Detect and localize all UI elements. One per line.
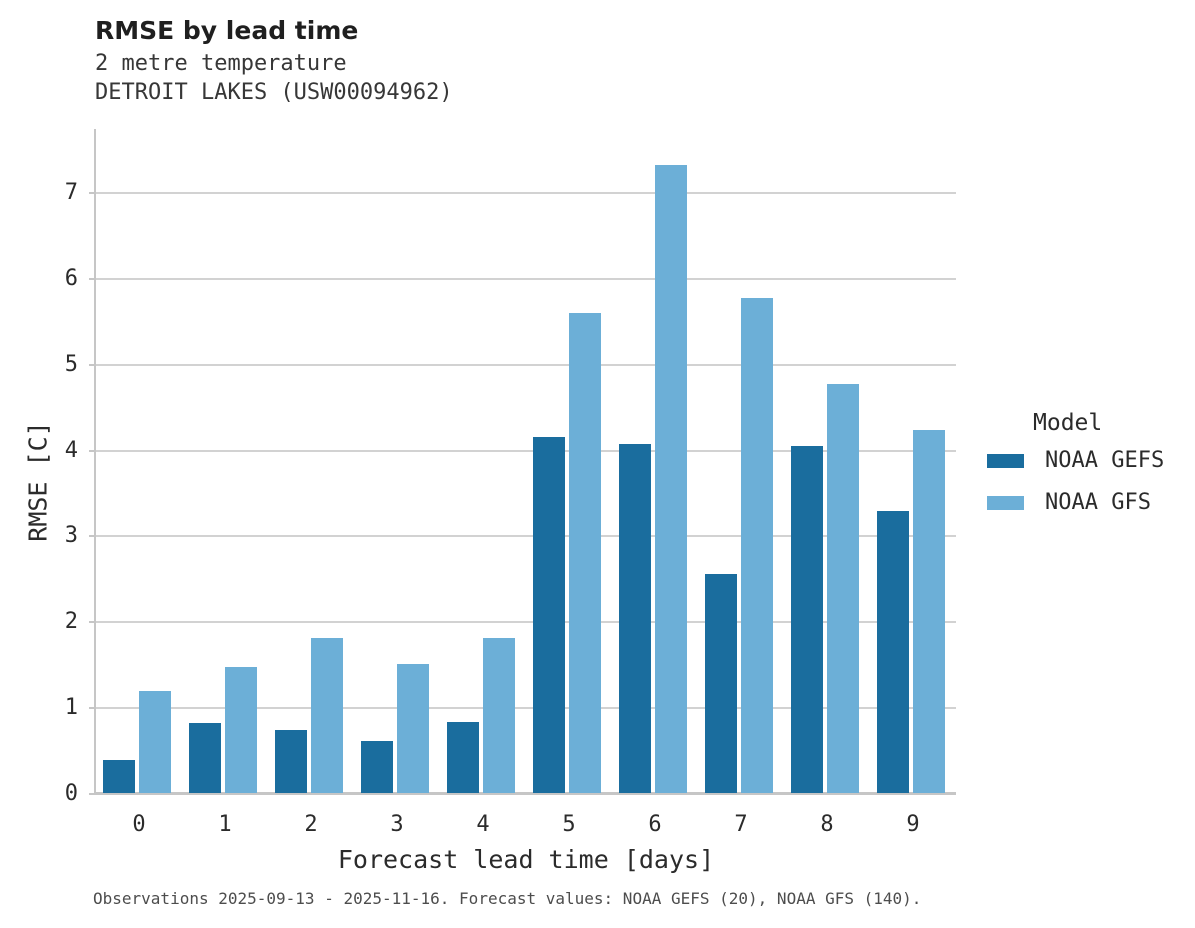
y-tick-label-3: 3: [64, 523, 78, 548]
y-tick-label-5: 5: [64, 352, 78, 377]
y-tick-mark-3: [89, 535, 95, 537]
chart-subtitle-variable: 2 metre temperature: [95, 51, 347, 76]
bar-noaa-gefs-lead-5: [533, 437, 565, 793]
bar-noaa-gfs-lead-6: [655, 165, 687, 793]
y-tick-label-7: 7: [64, 180, 78, 205]
bar-noaa-gfs-lead-5: [569, 313, 601, 793]
legend-label-noaa-gfs: NOAA GFS: [1045, 490, 1151, 515]
bar-noaa-gfs-lead-4: [483, 638, 515, 793]
x-axis-spine: [94, 792, 956, 795]
y-tick-label-2: 2: [64, 609, 78, 634]
x-tick-label-8: 8: [820, 812, 834, 837]
gridline-7: [96, 192, 956, 194]
gridline-3: [96, 535, 956, 537]
chart-title: RMSE by lead time: [95, 16, 359, 45]
bar-noaa-gefs-lead-1: [189, 723, 221, 793]
legend-label-noaa-gefs: NOAA GEFS: [1045, 448, 1165, 473]
bar-noaa-gfs-lead-3: [397, 664, 429, 793]
bar-noaa-gefs-lead-7: [705, 574, 737, 793]
legend-swatch-noaa-gefs: [987, 453, 1024, 468]
bar-noaa-gfs-lead-0: [139, 691, 171, 793]
y-tick-mark-6: [89, 278, 95, 280]
legend: Model NOAA GEFS NOAA GFS: [987, 410, 1192, 532]
gridline-1: [96, 707, 956, 709]
bar-noaa-gefs-lead-9: [877, 511, 909, 793]
y-tick-mark-4: [89, 450, 95, 452]
x-tick-label-7: 7: [734, 812, 748, 837]
gridline-5: [96, 364, 956, 366]
gridline-2: [96, 621, 956, 623]
bar-noaa-gfs-lead-7: [741, 298, 773, 793]
y-tick-label-4: 4: [64, 438, 78, 463]
y-tick-label-0: 0: [64, 781, 78, 806]
y-tick-mark-2: [89, 621, 95, 623]
x-tick-label-2: 2: [304, 812, 318, 837]
legend-swatch-noaa-gfs: [987, 495, 1024, 510]
legend-item-noaa-gefs: NOAA GEFS: [987, 448, 1192, 473]
x-tick-label-1: 1: [218, 812, 232, 837]
y-tick-mark-5: [89, 364, 95, 366]
x-tick-label-0: 0: [132, 812, 146, 837]
bar-noaa-gfs-lead-9: [913, 430, 945, 793]
observations-caption: Observations 2025-09-13 - 2025-11-16. Fo…: [93, 889, 922, 908]
y-axis-spine: [94, 129, 96, 795]
gridline-4: [96, 450, 956, 452]
bar-noaa-gefs-lead-6: [619, 444, 651, 793]
y-tick-mark-0: [89, 793, 95, 795]
legend-title: Model: [1033, 410, 1103, 436]
y-axis-label: RMSE [C]: [23, 421, 53, 542]
legend-item-noaa-gfs: NOAA GFS: [987, 490, 1192, 515]
x-tick-label-9: 9: [906, 812, 920, 837]
bar-noaa-gfs-lead-2: [311, 638, 343, 793]
y-tick-mark-1: [89, 707, 95, 709]
bar-noaa-gefs-lead-4: [447, 722, 479, 793]
bar-noaa-gfs-lead-1: [225, 667, 257, 793]
y-tick-label-1: 1: [64, 695, 78, 720]
bar-noaa-gfs-lead-8: [827, 384, 859, 793]
bar-noaa-gefs-lead-2: [275, 730, 307, 793]
x-axis-label: Forecast lead time [days]: [337, 845, 715, 874]
bar-noaa-gefs-lead-3: [361, 741, 393, 793]
y-tick-mark-7: [89, 192, 95, 194]
gridline-6: [96, 278, 956, 280]
chart-subtitle-station: DETROIT LAKES (USW00094962): [95, 80, 453, 105]
bar-noaa-gefs-lead-8: [791, 446, 823, 793]
y-tick-label-6: 6: [64, 266, 78, 291]
x-tick-label-5: 5: [562, 812, 576, 837]
x-tick-label-3: 3: [390, 812, 404, 837]
x-tick-label-6: 6: [648, 812, 662, 837]
x-tick-label-4: 4: [476, 812, 490, 837]
bar-noaa-gefs-lead-0: [103, 760, 135, 793]
